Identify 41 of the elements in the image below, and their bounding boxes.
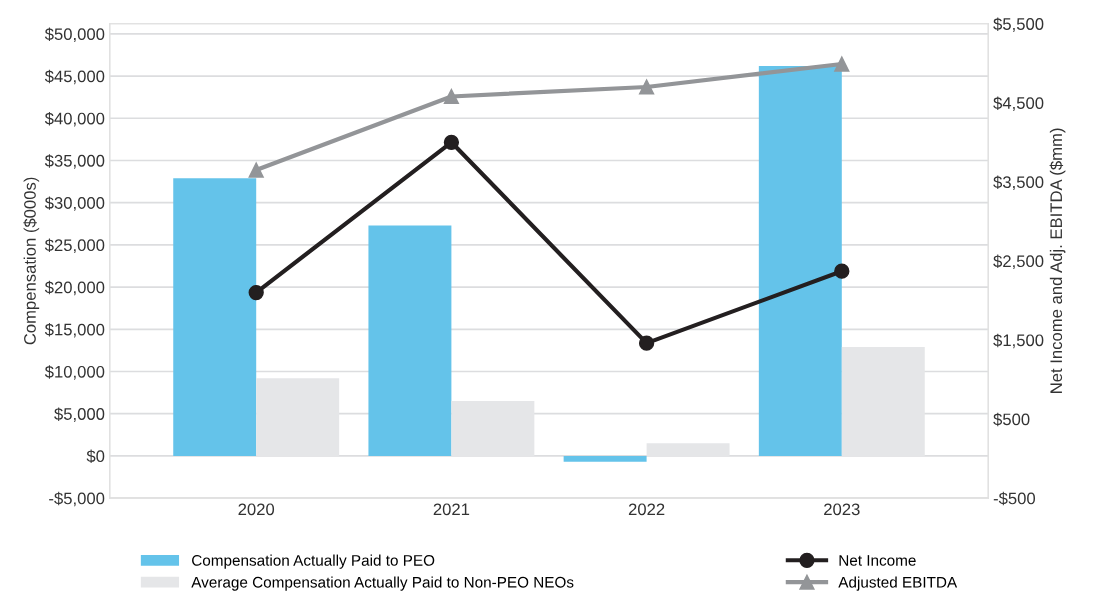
legend-label: Adjusted EBITDA [838,576,958,591]
point [248,284,264,301]
x-tick-label: 2021 [433,503,470,516]
point [638,335,655,351]
x-tick-label: 2022 [628,503,665,516]
y2-tick-label: -$500 [993,491,1036,506]
y2-tick-label: $4,500 [993,96,1044,111]
y-axis-title: Compensation ($000s) [23,177,40,345]
point [638,79,655,95]
bar [563,455,647,462]
y2-axis-title: Net Income and Adj. EBITDA ($mm) [1049,128,1066,393]
y-tick-label: $5,000 [54,407,105,422]
y2-tick-label: $1,500 [993,333,1044,349]
y-tick-label: -$5,000 [49,491,105,507]
point [834,263,850,279]
y-tick-label: $50,000 [44,27,105,43]
y2-tick-label: $5,500 [993,17,1044,32]
legend-label: Compensation Actually Paid to PEO [192,554,435,569]
y-tick-label: $25,000 [44,238,105,254]
point [443,88,460,105]
bar [368,225,452,456]
x-tick-label: 2023 [824,503,860,516]
y2-tick-label: $2,500 [993,254,1044,270]
y-tick-label: $45,000 [44,69,105,85]
point [834,56,850,72]
y-tick-label: $20,000 [44,280,105,296]
bar [758,65,842,456]
bar [173,178,257,456]
point [443,134,460,150]
point [248,162,264,178]
y-tick-label: $35,000 [44,154,105,169]
x-tick-label: 2020 [238,503,275,516]
legend-label: Average Compensation Actually Paid to Non-PEO NEOs [191,576,574,591]
y-tick-label: $40,000 [44,111,105,127]
y-tick-label: $0 [86,449,105,464]
y2-tick-label: $500 [993,412,1030,427]
y-tick-label: $10,000 [44,365,105,380]
y-tick-label: $15,000 [44,322,105,338]
y2-tick-label: $3,500 [993,175,1044,191]
y-tick-label: $30,000 [44,196,105,211]
legend-label: Net Income [839,555,916,566]
